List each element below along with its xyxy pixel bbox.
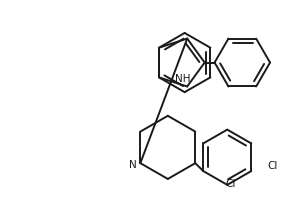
- Text: Cl: Cl: [225, 179, 235, 189]
- Text: Cl: Cl: [268, 161, 278, 171]
- Text: N: N: [128, 160, 136, 170]
- Text: NH: NH: [176, 74, 191, 84]
